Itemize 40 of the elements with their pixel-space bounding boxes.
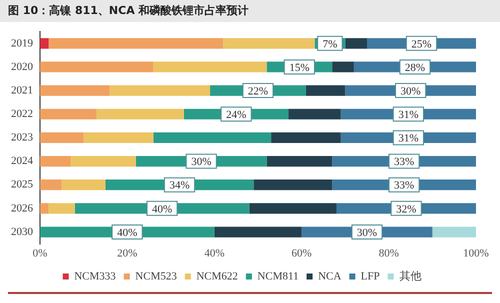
legend-label: NCM622 — [196, 270, 238, 282]
data-label: 30% — [400, 85, 421, 98]
data-label: 30% — [356, 226, 378, 239]
data-label: 24% — [226, 109, 246, 122]
data-label: 30% — [191, 156, 212, 168]
x-tick-label: 100% — [463, 247, 489, 260]
x-tick-label: 20% — [117, 247, 138, 260]
data-label: 33% — [394, 180, 414, 192]
data-label: 15% — [289, 62, 310, 74]
data-label: 22% — [248, 85, 268, 98]
y-tick-label: 2025 — [11, 178, 34, 191]
legend-label: NCM811 — [257, 270, 299, 282]
legend-label: LFP — [360, 270, 380, 282]
y-tick-label: 2019 — [11, 37, 34, 50]
legend-label: NCM523 — [135, 270, 178, 282]
data-label: 25% — [411, 38, 432, 50]
data-label: 40% — [152, 203, 172, 216]
x-tick-label: 0% — [32, 247, 48, 260]
y-tick-label: 2030 — [11, 226, 34, 238]
data-label: 33% — [394, 156, 414, 168]
x-tick-label: 40% — [204, 247, 224, 260]
legend-label: 其他 — [399, 269, 422, 282]
y-tick-label: 2020 — [11, 60, 34, 73]
data-label: 34% — [169, 180, 190, 192]
data-label: 40% — [117, 226, 138, 239]
legend-label: NCA — [318, 270, 342, 282]
x-tick-label: 80% — [378, 247, 399, 260]
y-tick-label: 2026 — [11, 202, 34, 214]
data-label: 31% — [398, 109, 419, 122]
y-tick-label: 2022 — [11, 108, 33, 120]
x-tick-label: 60% — [292, 247, 312, 260]
data-label: 28% — [404, 62, 426, 74]
chart-title: 图 10：高镍 811、NCA 和磷酸铁锂市占率预计 — [0, 0, 500, 22]
legend-label: NCM333 — [74, 270, 116, 282]
y-tick-label: 2023 — [11, 132, 34, 144]
data-label: 32% — [396, 203, 416, 216]
y-tick-label: 2024 — [11, 155, 34, 168]
data-label: 7% — [322, 38, 338, 50]
y-tick-label: 2021 — [11, 84, 33, 96]
data-label: 31% — [398, 132, 419, 145]
